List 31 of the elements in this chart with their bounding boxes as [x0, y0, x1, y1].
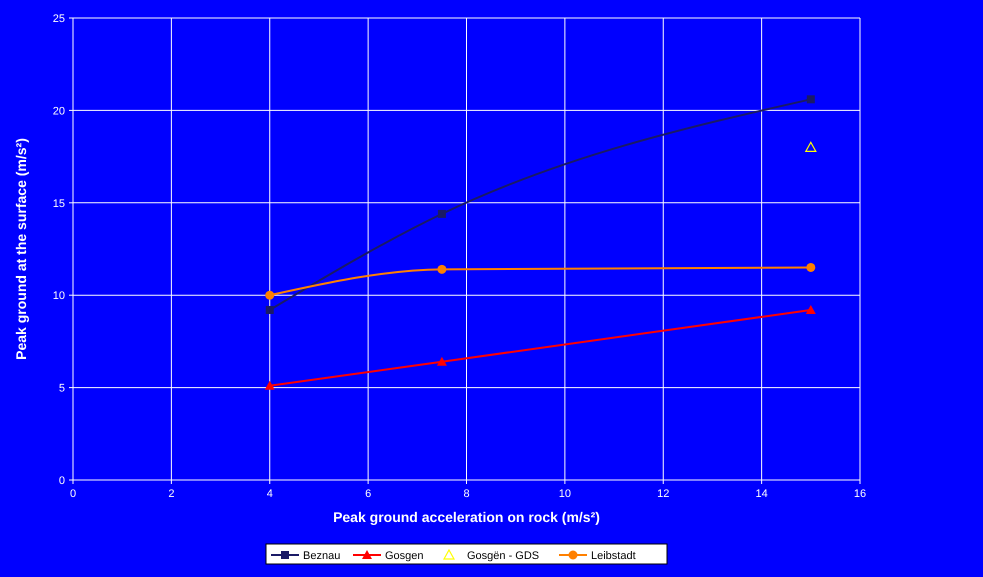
legend-label: Gosgën - GDS: [467, 550, 540, 562]
legend-label: Beznau: [303, 550, 340, 562]
y-tick-label: 0: [58, 475, 65, 487]
point: [436, 356, 447, 366]
x-tick-label: 0: [70, 488, 76, 500]
x-tick-label: 4: [266, 488, 273, 500]
legend-label: Leibstadt: [591, 550, 636, 562]
x-tick-label: 16: [854, 488, 866, 500]
x-tick-label: 10: [558, 488, 571, 500]
y-tick-label: 10: [52, 290, 65, 302]
point: [265, 290, 274, 300]
x-tick-label: 8: [463, 488, 470, 500]
point: [264, 380, 275, 390]
y-axis-title: Peak ground at the surface (m/s²): [13, 138, 29, 360]
y-tick-label: 5: [58, 382, 65, 395]
x-tick-label: 2: [168, 488, 174, 500]
point: [806, 304, 816, 314]
y-tick-label: 25: [52, 13, 65, 25]
point: [437, 264, 446, 274]
legend-label: Gosgen: [385, 550, 424, 562]
point: [806, 262, 816, 272]
point: [805, 142, 816, 152]
point: [438, 210, 446, 218]
y-tick-label: 15: [52, 198, 65, 210]
point: [266, 306, 274, 314]
point: [806, 95, 815, 104]
x-tick-label: 14: [756, 488, 768, 500]
x-tick-label: 6: [365, 488, 372, 500]
x-tick-label: 12: [657, 488, 670, 500]
x-axis-title: Peak ground acceleration on rock (m/s²): [333, 509, 600, 525]
y-tick-label: 20: [52, 105, 65, 118]
